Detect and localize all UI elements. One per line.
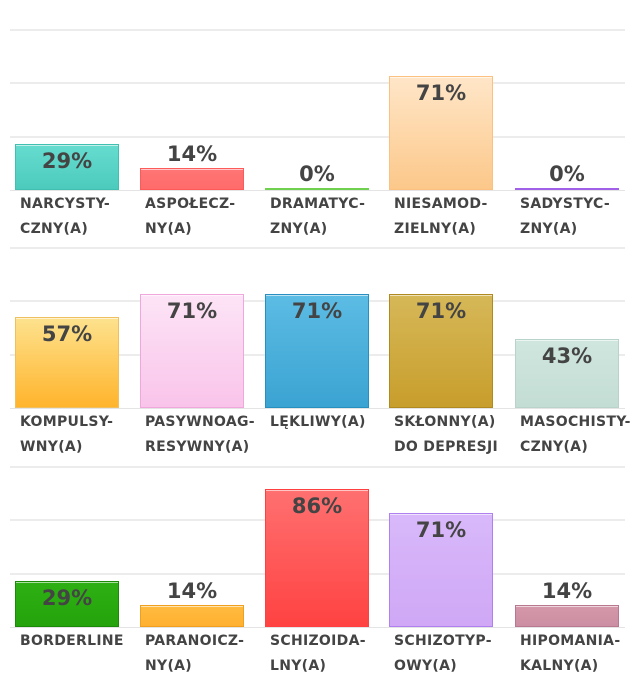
data-label: 14% xyxy=(541,578,593,603)
category-label-line: ZNY(A) xyxy=(520,221,578,237)
category-label: KOMPULSY- WNY(A) xyxy=(20,410,113,460)
data-label: 29% xyxy=(41,148,93,173)
bar xyxy=(265,188,369,190)
data-label: 0% xyxy=(549,162,585,186)
category-label-line: CZNY(A) xyxy=(20,221,89,237)
bar xyxy=(389,76,493,190)
category-label: HIPOMANIA- KALNY(A) xyxy=(520,629,620,679)
category-label: PARANOICZ- NY(A) xyxy=(145,629,244,679)
category-label-line: KOMPULSY- xyxy=(20,414,114,430)
bar xyxy=(265,489,369,627)
category-label-line: KALNY(A) xyxy=(520,658,599,674)
category-label: MASOCHISTY- CZNY(A) xyxy=(520,410,631,460)
category-label-line: SKŁONNY(A) xyxy=(394,414,496,430)
category-label: DRAMATYC- ZNY(A) xyxy=(270,192,365,242)
category-label-line: MASOCHISTY- xyxy=(520,414,631,430)
category-label-line: NY(A) xyxy=(145,221,192,237)
category-label: BORDERLINE xyxy=(20,629,124,654)
bar xyxy=(389,513,493,627)
gridline xyxy=(10,29,625,31)
category-label-line: NARCYSTY- xyxy=(20,196,110,212)
category-label-line: ZIELNY(A) xyxy=(394,221,477,237)
data-label: 14% xyxy=(166,141,218,166)
category-label: SKŁONNY(A) DO DEPRESJI xyxy=(394,410,498,460)
category-label-line: ZNY(A) xyxy=(270,221,328,237)
category-label-line: WNY(A) xyxy=(20,439,83,455)
category-label-line: BORDERLINE xyxy=(20,633,124,649)
gridline xyxy=(10,135,625,138)
category-label: NARCYSTY- CZNY(A) xyxy=(20,192,110,242)
category-label: ASPOŁECZ- NY(A) xyxy=(145,192,235,242)
gridline xyxy=(10,247,625,249)
data-label: 29% xyxy=(41,585,93,610)
data-label: 71% xyxy=(415,81,467,106)
category-label-line: DO DEPRESJI xyxy=(394,439,498,455)
data-label: 57% xyxy=(41,321,93,346)
gridline xyxy=(10,466,625,468)
category-label-line: HIPOMANIA- xyxy=(520,633,621,649)
category-label-line: PASYWNOAG- xyxy=(145,414,255,430)
data-label: 14% xyxy=(166,578,218,603)
bar xyxy=(265,294,369,408)
category-label-line: ASPOŁECZ- xyxy=(145,196,236,212)
category-label-line: RESYWNY(A) xyxy=(145,439,250,455)
category-label: LĘKLIWY(A) xyxy=(270,410,366,435)
bar xyxy=(140,167,244,190)
data-label: 71% xyxy=(415,299,467,324)
category-label: SCHIZOIDA- LNY(A) xyxy=(270,629,366,679)
category-label-line: LNY(A) xyxy=(270,658,327,674)
category-label: SADYSTYC- ZNY(A) xyxy=(520,192,610,242)
data-label: 71% xyxy=(166,299,218,324)
category-label-line: LĘKLIWY(A) xyxy=(270,414,366,430)
baseline xyxy=(10,190,625,191)
category-label-line: SCHIZOIDA- xyxy=(270,633,366,649)
category-label: NIESAMOD- ZIELNY(A) xyxy=(394,192,488,242)
gridline xyxy=(10,82,625,85)
data-label: 0% xyxy=(299,162,335,186)
bar xyxy=(515,604,619,627)
category-label-line: SADYSTYC- xyxy=(520,196,611,212)
data-label: 43% xyxy=(541,344,593,369)
bar xyxy=(15,143,119,190)
bar xyxy=(140,294,244,408)
category-label-line: OWY(A) xyxy=(394,658,457,674)
category-label-line: PARANOICZ- xyxy=(145,633,245,649)
category-label-line: NIESAMOD- xyxy=(394,196,488,212)
category-label-line: SCHIZOTYP- xyxy=(394,633,492,649)
baseline xyxy=(10,627,625,628)
data-label: 71% xyxy=(291,299,343,324)
bar xyxy=(15,316,119,408)
bar xyxy=(15,580,119,627)
bar xyxy=(389,294,493,408)
category-label-line: NY(A) xyxy=(145,658,192,674)
category-label-line: DRAMATYC- xyxy=(270,196,366,212)
bar xyxy=(515,339,619,408)
data-label: 86% xyxy=(291,494,343,519)
bar xyxy=(140,604,244,627)
data-label: 71% xyxy=(415,518,467,543)
category-label-line: CZNY(A) xyxy=(520,439,589,455)
bar xyxy=(515,188,619,190)
category-label: SCHIZOTYP- OWY(A) xyxy=(394,629,492,679)
baseline xyxy=(10,408,625,409)
category-label: PASYWNOAG- RESYWNY(A) xyxy=(145,410,255,460)
